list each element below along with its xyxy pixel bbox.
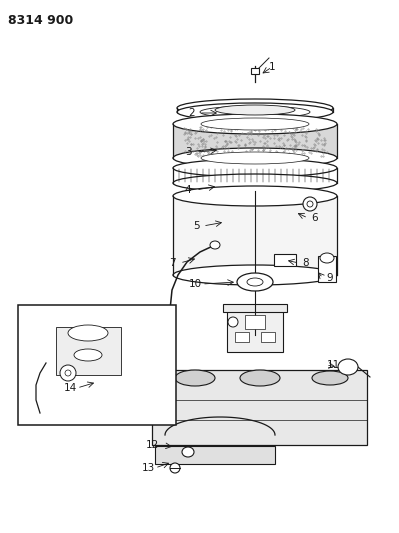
Bar <box>173 124 337 158</box>
Ellipse shape <box>338 359 358 375</box>
Text: 7: 7 <box>169 258 175 268</box>
Ellipse shape <box>65 370 71 376</box>
Ellipse shape <box>320 253 334 263</box>
Bar <box>227 310 283 352</box>
Ellipse shape <box>182 447 194 457</box>
Bar <box>274 254 296 266</box>
Ellipse shape <box>173 174 337 192</box>
Ellipse shape <box>312 371 348 385</box>
Text: 6: 6 <box>312 213 318 223</box>
Bar <box>318 256 336 282</box>
Ellipse shape <box>228 317 238 327</box>
Ellipse shape <box>177 99 333 117</box>
Text: 4: 4 <box>185 185 191 195</box>
Ellipse shape <box>173 148 337 168</box>
Ellipse shape <box>215 105 295 115</box>
Bar <box>223 304 287 312</box>
Bar <box>155 446 275 464</box>
Bar <box>245 315 265 329</box>
Text: 9: 9 <box>327 273 333 283</box>
Ellipse shape <box>170 463 180 473</box>
Ellipse shape <box>240 370 280 386</box>
Text: 3: 3 <box>185 147 191 157</box>
Bar <box>152 370 367 445</box>
Text: 8314 900: 8314 900 <box>8 14 73 27</box>
Ellipse shape <box>74 349 102 361</box>
Bar <box>173 196 337 275</box>
Ellipse shape <box>201 118 309 130</box>
Ellipse shape <box>177 103 333 121</box>
Ellipse shape <box>173 114 337 134</box>
Ellipse shape <box>173 265 337 285</box>
Text: 5: 5 <box>193 221 200 231</box>
Ellipse shape <box>173 186 337 206</box>
Ellipse shape <box>173 159 337 177</box>
Text: 14: 14 <box>63 383 77 393</box>
Bar <box>251 68 259 74</box>
Ellipse shape <box>175 370 215 386</box>
Text: 1: 1 <box>269 62 275 72</box>
Text: 11: 11 <box>326 360 340 370</box>
Ellipse shape <box>60 365 76 381</box>
Bar <box>261 332 275 342</box>
Ellipse shape <box>210 241 220 249</box>
Ellipse shape <box>237 273 273 291</box>
Bar <box>18 305 176 425</box>
Ellipse shape <box>307 201 313 207</box>
Text: 8: 8 <box>303 258 309 268</box>
Text: 12: 12 <box>145 440 159 450</box>
Ellipse shape <box>200 106 310 118</box>
Text: 2: 2 <box>189 108 196 118</box>
Ellipse shape <box>201 152 309 164</box>
Ellipse shape <box>68 325 108 341</box>
Text: 13: 13 <box>141 463 155 473</box>
Bar <box>235 332 249 342</box>
Bar <box>56 327 121 375</box>
Text: 10: 10 <box>188 279 201 289</box>
Ellipse shape <box>247 278 263 286</box>
Ellipse shape <box>303 197 317 211</box>
